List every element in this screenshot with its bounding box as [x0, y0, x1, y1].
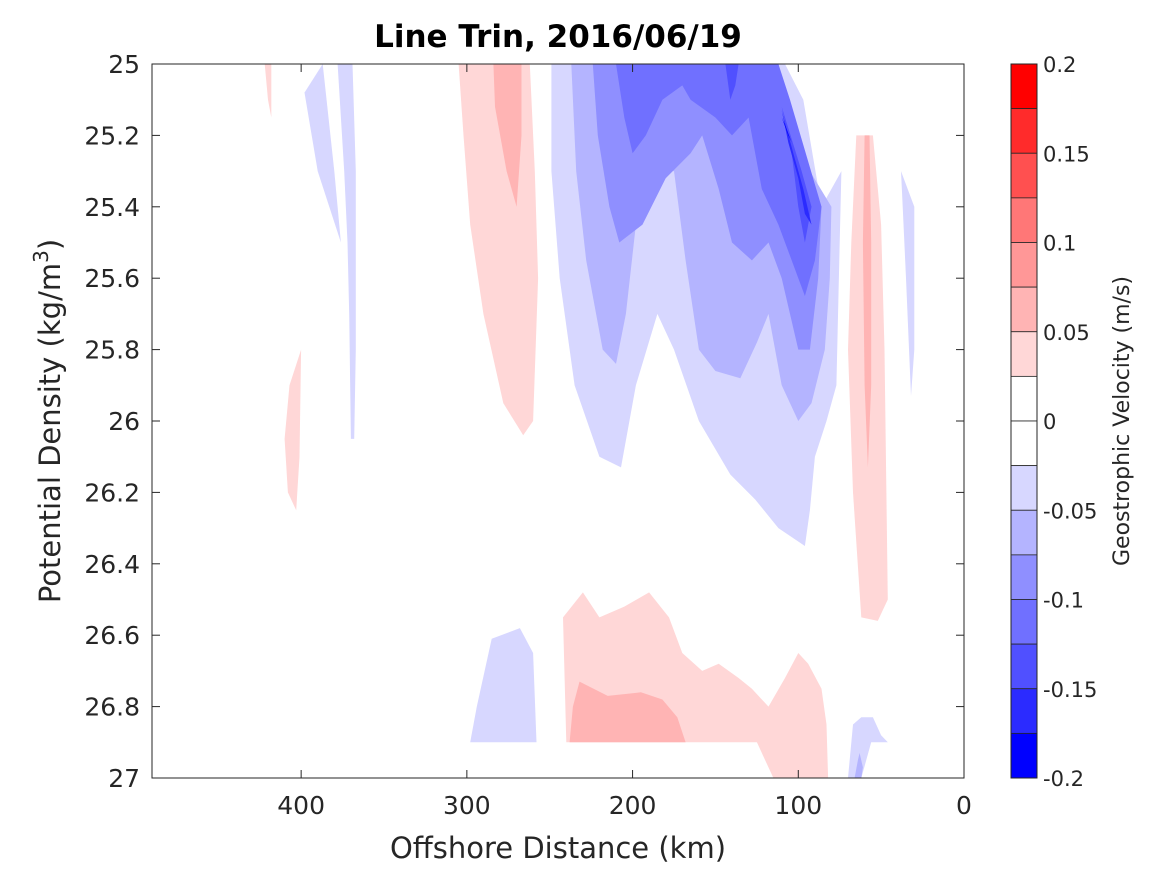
contour-regions [264, 64, 915, 778]
y-tick-label: 27 [108, 764, 140, 793]
colorbar-swatch-14 [1010, 688, 1038, 734]
y-tick-label: 26.4 [84, 550, 140, 579]
colorbar-swatch-4 [1010, 242, 1038, 288]
y-tick-label: 26.2 [84, 478, 140, 507]
colorbar-tick-label: 0.2 [1043, 53, 1076, 77]
y-axis-label-close: ) [33, 239, 67, 250]
contour-region-16 [901, 171, 915, 396]
colorbar-swatch-0 [1010, 63, 1038, 110]
x-axis-ticks: 400 300 200 100 0 [277, 64, 972, 820]
colorbar [1010, 63, 1038, 779]
y-tick-label: 25.2 [84, 121, 140, 150]
x-axis-label: Offshore Distance (km) [390, 831, 726, 865]
x-tick-label: 200 [609, 791, 657, 820]
colorbar-ticks: 0.2 0.15 0.1 0.05 0 -0.05 -0.1 -0.15 -0.2 [1043, 53, 1097, 791]
colorbar-swatch-7 [1010, 375, 1038, 422]
colorbar-tick-label: 0 [1043, 410, 1056, 434]
contour-region-0 [264, 64, 272, 118]
colorbar-swatch-5 [1010, 286, 1038, 333]
colorbar-frame [1010, 63, 1038, 779]
colorbar-tick-label: -0.05 [1043, 499, 1097, 523]
colorbar-tick-label: -0.15 [1043, 678, 1097, 702]
y-tick-label: 26.6 [84, 621, 140, 650]
colorbar-swatch-6 [1010, 331, 1038, 377]
y-tick-label: 25.6 [84, 264, 140, 293]
colorbar-swatch-8 [1010, 420, 1038, 467]
colorbar-swatch-11 [1010, 554, 1038, 600]
contour-region-18 [569, 681, 686, 743]
y-axis-label: Potential Density (kg/m3) [29, 239, 67, 603]
y-tick-label: 25 [108, 50, 140, 79]
colorbar-tick-label: -0.2 [1043, 767, 1084, 791]
y-axis-label-superscript: 3 [29, 250, 53, 263]
colorbar-swatch-3 [1010, 197, 1038, 243]
contour-region-9 [616, 64, 822, 296]
colorbar-swatch-1 [1010, 108, 1038, 154]
y-axis-ticks: 25 25.2 25.4 25.6 25.8 26 26.2 26.4 26.6 26.8 27 [84, 50, 964, 793]
colorbar-swatch-15 [1010, 732, 1038, 779]
contour-region-19 [470, 628, 537, 743]
contour-region-1 [322, 64, 356, 439]
chart-title: Line Trin, 2016/06/19 [374, 19, 742, 55]
colorbar-tick-label: -0.1 [1043, 589, 1084, 613]
contour-region-3 [284, 349, 302, 511]
x-tick-label: 100 [774, 791, 822, 820]
y-tick-label: 25.4 [84, 193, 140, 222]
colorbar-tick-label: 0.15 [1043, 142, 1090, 166]
colorbar-label: Geostrophic Velocity (m/s) [1110, 276, 1135, 566]
colorbar-swatch-12 [1010, 599, 1038, 645]
contour-region-21 [854, 753, 863, 778]
contour-region-12 [781, 110, 812, 225]
contour-region-13 [781, 117, 792, 143]
colorbar-swatch-2 [1010, 152, 1038, 199]
contour-region-15 [862, 135, 872, 468]
x-tick-label: 0 [956, 791, 972, 820]
colorbar-tick-label: 0.05 [1043, 321, 1090, 345]
y-tick-label: 26 [108, 407, 140, 436]
y-axis-label-main: Potential Density (kg/m [33, 263, 67, 603]
contour-region-2 [304, 64, 341, 243]
y-tick-label: 25.8 [84, 336, 140, 365]
contour-region-10 [725, 64, 739, 100]
colorbar-swatch-13 [1010, 643, 1038, 690]
colorbar-tick-label: 0.1 [1043, 232, 1076, 256]
colorbar-swatch-10 [1010, 509, 1038, 556]
x-tick-label: 400 [277, 791, 325, 820]
x-tick-label: 300 [443, 791, 491, 820]
colorbar-swatch-9 [1010, 465, 1038, 511]
contour-region-5 [493, 64, 522, 207]
y-tick-label: 26.8 [84, 693, 140, 722]
